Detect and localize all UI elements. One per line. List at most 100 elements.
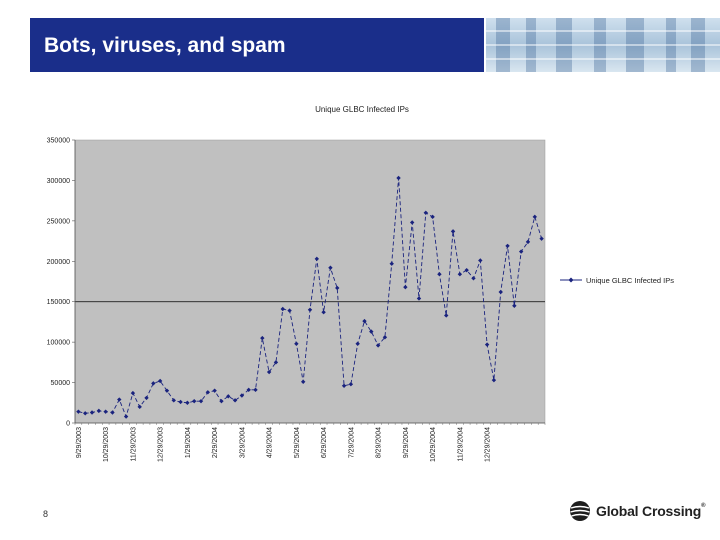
x-axis: 9/29/2003 10/29/2003 11/29/2003 12/29/2003 1… [74,422,546,462]
data-point [450,229,456,234]
data-point [130,390,136,396]
data-point [300,379,306,384]
data-point [375,343,381,348]
y-axis: 0 50000 100000 150000 200000 250000 300000 3500… [47,138,76,428]
data-point [239,393,245,398]
data-point [137,404,142,410]
y-tick-label: 250000 [47,218,70,225]
data-point [287,308,292,313]
chart-svg: Unique GLBC Infected IPs 0 50000 100000 150… [47,105,675,462]
data-point [321,310,326,315]
data-point [89,410,95,415]
x-tick-label: 12/29/2004 [485,427,492,462]
data-point [232,398,238,403]
data-point [205,390,211,395]
legend-marker [568,277,574,283]
legend: Unique GLBC Infected IPs [560,276,674,285]
data-point [226,394,231,399]
data-point [491,377,497,383]
y-tick-label: 0 [66,421,70,428]
slide-title: Bots, viruses, and spam [44,34,286,57]
data-point [382,335,388,340]
data-point [437,272,442,277]
data-point [539,236,544,241]
logo-text: Global Crossing® [596,503,706,519]
data-point [457,272,463,277]
y-tick-label: 50000 [51,380,71,387]
data-point [171,398,176,403]
data-point [328,265,333,270]
data-point [498,289,503,295]
title-bar: Bots, viruses, and spam [30,18,484,72]
data-point [430,214,435,220]
data-point [307,307,313,312]
y-tick-label: 150000 [47,299,70,306]
data-point [117,397,122,402]
data-point [151,381,156,386]
data-point [416,296,422,301]
y-tick-label: 200000 [47,259,70,266]
y-tick-label: 350000 [47,138,70,145]
data-point [212,388,217,393]
x-tick-label: 4/29/2004 [267,427,274,458]
page-number: 8 [43,509,49,519]
data-point [83,411,88,416]
data-point [341,383,347,389]
x-tick-label: 1/29/2004 [185,427,192,458]
data-point [362,318,367,324]
data-point [464,267,469,273]
data-point [294,341,299,346]
data-point [484,342,490,347]
y-tick-label: 100000 [47,340,70,347]
x-tick-label: 3/29/2004 [239,427,246,458]
x-tick-label: 8/29/2004 [376,427,383,458]
data-point [266,369,272,375]
data-point [512,303,517,308]
slide-header: Bots, viruses, and spam [30,18,720,72]
data-point [157,378,163,384]
x-tick-label: 11/29/2003 [130,427,137,462]
data-point [96,408,102,414]
x-tick-label: 10/29/2004 [430,427,437,462]
data-point [219,398,224,404]
legend-label: Unique GLBC Infected IPs [586,276,674,285]
header-building-photo [486,18,720,72]
data-point [314,256,320,262]
data-point [76,409,81,414]
data-point [444,313,449,318]
data-point [192,398,197,404]
global-crossing-logo: Global Crossing® [569,500,706,522]
data-point [260,335,265,341]
data-point [198,398,204,404]
data-point [355,341,360,346]
x-tick-label: 11/29/2004 [457,427,464,462]
globe-icon [569,500,591,522]
data-point [123,414,129,419]
x-tick-label: 7/29/2004 [348,427,355,458]
data-point [253,387,258,393]
x-tick-label: 9/29/2004 [403,427,410,458]
data-point [396,175,401,181]
data-point [178,399,183,405]
data-point [409,220,415,225]
x-tick-label: 12/29/2003 [158,427,165,462]
data-point [103,409,108,414]
data-point [348,381,354,387]
data-point [423,210,428,215]
data-point [335,285,340,291]
x-tick-label: 5/29/2004 [294,427,301,458]
x-tick-label: 2/29/2004 [212,427,219,458]
data-point [389,261,394,266]
data-point [532,214,537,220]
series-layer [76,175,544,419]
y-tick-label: 300000 [47,178,70,185]
x-tick-label: 9/29/2003 [76,427,83,458]
data-point [110,410,115,415]
plot-area [74,139,546,424]
chart-title: Unique GLBC Infected IPs [315,105,409,114]
data-point [246,387,251,393]
data-point [525,239,531,245]
data-point [185,400,190,405]
data-point [273,360,279,365]
data-point [518,249,524,254]
